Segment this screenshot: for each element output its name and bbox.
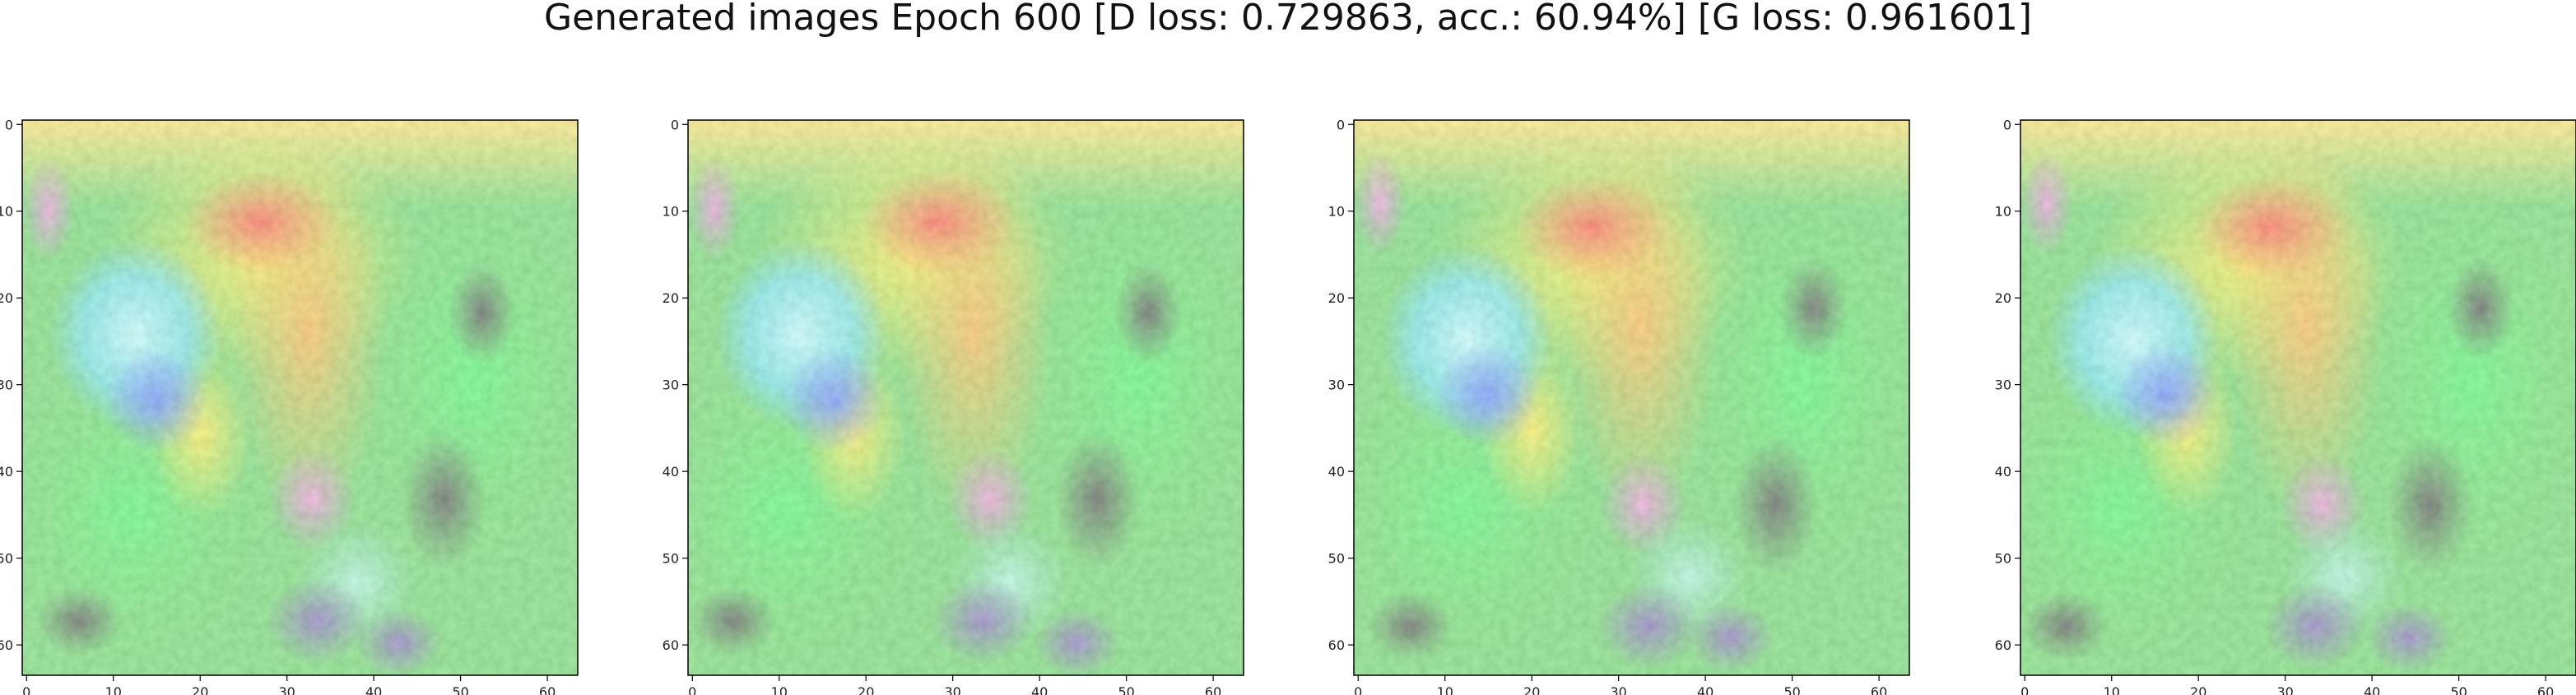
x-tick-label: 0 bbox=[1354, 684, 1362, 695]
axes-frame bbox=[1353, 119, 1910, 676]
x-tick-label: 20 bbox=[192, 684, 208, 695]
x-tick-label: 0 bbox=[22, 684, 30, 695]
y-tick-label: 60 bbox=[1995, 637, 2011, 653]
axes-frame bbox=[21, 119, 579, 676]
y-tick-label: 60 bbox=[0, 637, 13, 653]
y-tick-label: 20 bbox=[1995, 290, 2011, 306]
y-tick-label: 0 bbox=[2003, 117, 2011, 132]
y-tick-label: 10 bbox=[0, 204, 13, 220]
x-tick-label: 0 bbox=[688, 684, 696, 695]
generated-image bbox=[22, 120, 578, 675]
x-tick-label: 60 bbox=[1871, 684, 1887, 695]
x-tick-label: 50 bbox=[2450, 684, 2467, 695]
y-tick-label: 20 bbox=[0, 290, 13, 306]
x-tick-label: 30 bbox=[2277, 684, 2294, 695]
y-tick-label: 0 bbox=[5, 117, 13, 132]
x-tick-label: 50 bbox=[452, 684, 468, 695]
y-tick-label: 20 bbox=[1328, 290, 1345, 306]
x-tick-label: 10 bbox=[771, 684, 788, 695]
x-tick-label: 30 bbox=[279, 684, 295, 695]
y-tick-label: 20 bbox=[663, 290, 679, 306]
y-tick-label: 30 bbox=[663, 378, 679, 393]
x-tick-label: 60 bbox=[539, 684, 556, 695]
generated-image bbox=[2020, 120, 2576, 675]
y-tick-label: 50 bbox=[1995, 551, 2011, 567]
y-tick-label: 50 bbox=[0, 551, 13, 567]
y-tick-label: 60 bbox=[663, 637, 679, 653]
y-tick-label: 30 bbox=[0, 378, 13, 393]
y-tick-label: 10 bbox=[1328, 204, 1345, 220]
y-tick-label: 50 bbox=[1328, 551, 1345, 567]
x-tick-label: 30 bbox=[1611, 684, 1627, 695]
y-tick-label: 30 bbox=[1995, 378, 2011, 393]
axes-frame bbox=[687, 119, 1244, 676]
x-tick-label: 40 bbox=[365, 684, 382, 695]
panel-3: 0 0 10 10 20 20 30 30 40 40 50 50 60 60 bbox=[1328, 117, 1910, 695]
figure-title: Generated images Epoch 600 [D loss: 0.72… bbox=[543, 0, 2033, 39]
axes-frame bbox=[2020, 119, 2576, 676]
x-tick-label: 10 bbox=[1437, 684, 1453, 695]
x-tick-label: 20 bbox=[858, 684, 874, 695]
x-tick-label: 30 bbox=[945, 684, 961, 695]
y-tick-label: 10 bbox=[663, 204, 679, 220]
x-tick-label: 50 bbox=[1118, 684, 1134, 695]
x-tick-label: 40 bbox=[1031, 684, 1048, 695]
panel-1: 0 0 10 10 20 20 30 30 40 40 50 50 60 60 bbox=[0, 117, 579, 695]
panel-2: 0 0 10 10 20 20 30 30 40 40 50 50 60 60 bbox=[663, 117, 1244, 695]
x-tick-label: 60 bbox=[2537, 684, 2554, 695]
x-tick-label: 50 bbox=[1783, 684, 1800, 695]
x-tick-label: 20 bbox=[1523, 684, 1540, 695]
y-tick-label: 40 bbox=[1328, 464, 1345, 480]
x-tick-label: 10 bbox=[2104, 684, 2120, 695]
y-tick-label: 40 bbox=[663, 464, 679, 480]
y-tick-label: 0 bbox=[1337, 117, 1345, 132]
panel-4: 0 0 10 10 20 20 30 30 40 40 50 50 60 60 bbox=[1995, 117, 2576, 695]
y-tick-label: 40 bbox=[1995, 464, 2011, 480]
y-tick-label: 30 bbox=[1328, 378, 1345, 393]
y-tick-label: 10 bbox=[1995, 204, 2011, 220]
x-tick-label: 10 bbox=[105, 684, 122, 695]
x-tick-label: 40 bbox=[1697, 684, 1713, 695]
generated-image bbox=[688, 120, 1244, 675]
y-tick-label: 40 bbox=[0, 464, 13, 480]
x-tick-label: 60 bbox=[1205, 684, 1221, 695]
x-tick-label: 40 bbox=[2364, 684, 2380, 695]
x-tick-label: 0 bbox=[2020, 684, 2029, 695]
y-tick-label: 50 bbox=[663, 551, 679, 567]
generated-image bbox=[1354, 120, 1909, 675]
y-tick-label: 60 bbox=[1328, 637, 1345, 653]
y-tick-label: 0 bbox=[671, 117, 679, 132]
x-tick-label: 20 bbox=[2190, 684, 2206, 695]
